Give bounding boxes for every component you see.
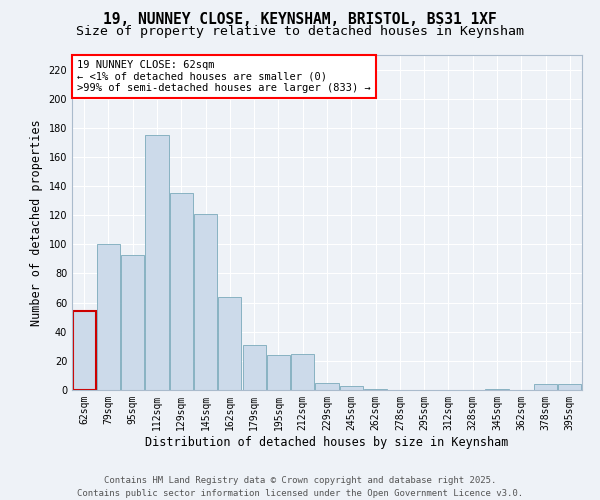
Bar [340, 386, 363, 390]
Bar [73, 312, 95, 390]
X-axis label: Distribution of detached houses by size in Keynsham: Distribution of detached houses by size … [145, 436, 509, 448]
Bar [316, 382, 338, 390]
Y-axis label: Number of detached properties: Number of detached properties [30, 119, 43, 326]
Bar [291, 354, 314, 390]
Text: 19 NUNNEY CLOSE: 62sqm
← <1% of detached houses are smaller (0)
>99% of semi-det: 19 NUNNEY CLOSE: 62sqm ← <1% of detached… [77, 60, 371, 93]
Text: Size of property relative to detached houses in Keynsham: Size of property relative to detached ho… [76, 25, 524, 38]
Bar [170, 194, 193, 390]
Bar [534, 384, 557, 390]
Bar [121, 254, 144, 390]
Bar [97, 244, 120, 390]
Bar [218, 297, 241, 390]
Bar [364, 388, 387, 390]
Bar [485, 388, 509, 390]
Bar [194, 214, 217, 390]
Bar [267, 355, 290, 390]
Text: 19, NUNNEY CLOSE, KEYNSHAM, BRISTOL, BS31 1XF: 19, NUNNEY CLOSE, KEYNSHAM, BRISTOL, BS3… [103, 12, 497, 28]
Bar [242, 345, 266, 390]
Bar [559, 384, 581, 390]
Text: Contains HM Land Registry data © Crown copyright and database right 2025.
Contai: Contains HM Land Registry data © Crown c… [77, 476, 523, 498]
Bar [145, 135, 169, 390]
